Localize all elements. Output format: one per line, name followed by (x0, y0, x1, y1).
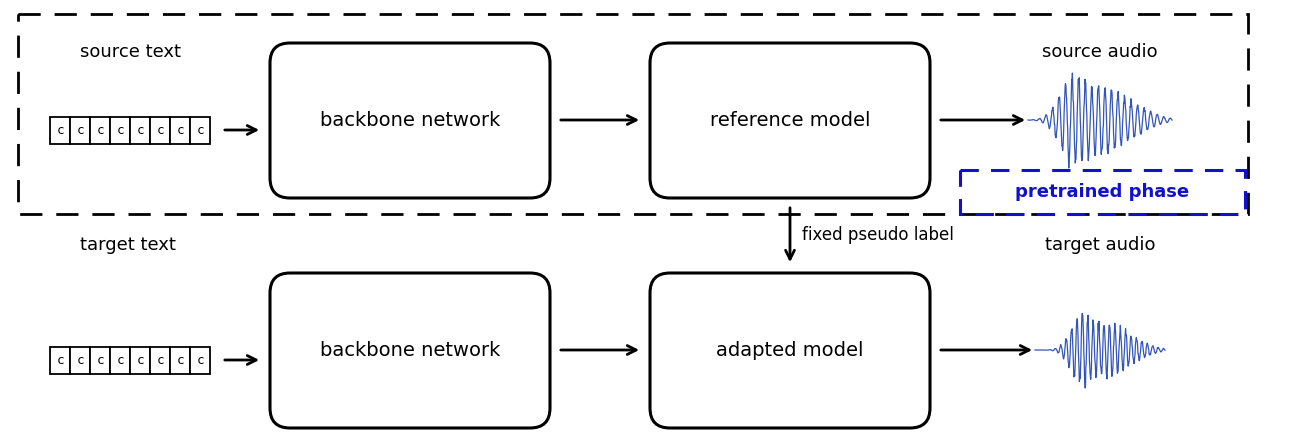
Text: c: c (137, 354, 143, 367)
Bar (90, 347, 110, 373)
Text: source audio: source audio (1042, 43, 1158, 61)
Text: c: c (156, 354, 164, 367)
Bar (150, 347, 170, 373)
Text: c: c (76, 124, 84, 136)
Bar (130, 347, 150, 373)
Text: target text: target text (80, 236, 175, 254)
Text: c: c (97, 354, 103, 367)
Text: backbone network: backbone network (320, 111, 501, 129)
Text: backbone network: backbone network (320, 340, 501, 359)
Text: c: c (57, 354, 63, 367)
Bar (70, 116, 90, 144)
Text: c: c (177, 124, 183, 136)
Bar (50, 116, 70, 144)
Bar (90, 116, 110, 144)
Bar (110, 347, 130, 373)
Bar (170, 116, 190, 144)
Bar (130, 116, 150, 144)
FancyBboxPatch shape (650, 273, 930, 428)
Text: c: c (156, 124, 164, 136)
Text: c: c (177, 354, 183, 367)
Text: adapted model: adapted model (716, 340, 864, 359)
Text: c: c (196, 354, 204, 367)
FancyBboxPatch shape (650, 43, 930, 198)
Text: c: c (76, 354, 84, 367)
Text: target audio: target audio (1045, 236, 1156, 254)
Text: c: c (97, 124, 103, 136)
FancyBboxPatch shape (270, 273, 550, 428)
Bar (110, 116, 130, 144)
Text: c: c (137, 124, 143, 136)
Bar (150, 116, 170, 144)
Text: c: c (116, 354, 124, 367)
FancyBboxPatch shape (270, 43, 550, 198)
Bar (70, 347, 90, 373)
Text: c: c (116, 124, 124, 136)
Bar (50, 347, 70, 373)
Text: fixed pseudo label: fixed pseudo label (802, 226, 953, 244)
Bar (170, 347, 190, 373)
Bar (190, 116, 210, 144)
Text: c: c (196, 124, 204, 136)
Bar (190, 347, 210, 373)
Text: source text: source text (80, 43, 181, 61)
Text: reference model: reference model (710, 111, 871, 129)
Text: pretrained phase: pretrained phase (1015, 183, 1189, 201)
Text: c: c (57, 124, 63, 136)
